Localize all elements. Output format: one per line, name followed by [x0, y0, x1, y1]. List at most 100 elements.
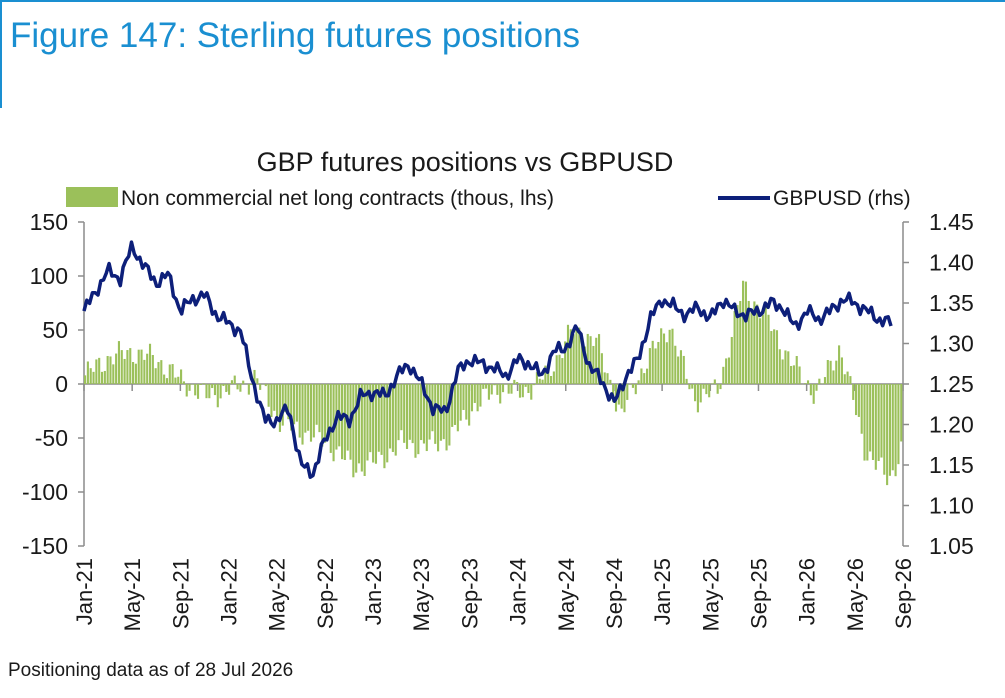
gbpusd-line [82, 240, 893, 479]
bar [476, 384, 479, 412]
bar [445, 384, 448, 451]
y-tick-label-right: 1.20 [929, 412, 974, 438]
bar [100, 371, 104, 384]
bar [533, 384, 536, 386]
bar [804, 383, 807, 384]
bar [363, 384, 366, 476]
bar [521, 384, 524, 398]
bar [753, 301, 756, 384]
bar [199, 384, 202, 385]
bar [829, 360, 832, 384]
bar [216, 384, 219, 408]
bar [95, 359, 98, 384]
bar [329, 384, 332, 453]
bar [154, 368, 157, 384]
bar [137, 349, 140, 384]
bar [758, 318, 762, 384]
bar [372, 384, 375, 463]
bar [730, 336, 733, 384]
bar [115, 353, 118, 384]
footnote: Positioning data as of 28 Jul 2026 [8, 660, 294, 681]
bar [400, 384, 403, 431]
bar [196, 384, 200, 399]
bar [442, 384, 445, 440]
y-tick-label-left: 50 [42, 317, 68, 343]
bar [626, 384, 629, 400]
bar [414, 384, 417, 458]
bar [710, 383, 714, 384]
bar [581, 344, 584, 384]
bar [394, 384, 397, 456]
bar [403, 384, 406, 443]
bar [665, 342, 668, 384]
bar [386, 384, 389, 463]
bar [437, 384, 440, 452]
bar [606, 373, 609, 384]
y-tick-label-right: 1.10 [929, 493, 974, 519]
x-tick-label: Jan-25 [650, 558, 675, 625]
bar [778, 349, 781, 384]
x-tick-label: Jan-23 [361, 558, 386, 625]
bar [160, 360, 163, 384]
bar [832, 370, 835, 384]
x-tick-label: May-21 [120, 558, 145, 631]
bar [679, 350, 683, 384]
bar [668, 329, 671, 384]
figure-border-top [0, 0, 1005, 2]
bar [513, 379, 516, 384]
bar [603, 372, 606, 384]
bar [417, 384, 420, 455]
bar [405, 384, 409, 449]
bar [846, 371, 849, 384]
bar [256, 378, 259, 384]
bar [312, 384, 315, 438]
bar [792, 365, 795, 384]
bar [459, 384, 462, 421]
bar [750, 309, 753, 384]
bar [781, 359, 784, 384]
bar [784, 350, 787, 384]
bar [357, 384, 361, 464]
legend-label-bars: Non commercial net long contracts (thous… [121, 187, 554, 210]
bar [171, 364, 174, 384]
bar [428, 384, 431, 440]
bar [92, 371, 95, 384]
bar [236, 384, 239, 390]
bar [742, 280, 745, 384]
x-tick-label: May-25 [698, 558, 723, 631]
bar [857, 384, 860, 417]
bar [126, 350, 129, 384]
bar [558, 354, 561, 384]
bar [383, 384, 386, 469]
bar [278, 384, 281, 432]
bar [736, 305, 739, 384]
bar [360, 384, 363, 472]
x-tick-label: Jan-21 [72, 558, 97, 625]
bar [595, 337, 598, 384]
bar [465, 384, 468, 420]
bar [374, 384, 378, 464]
bar [866, 384, 869, 461]
bar [123, 358, 126, 384]
bar [242, 380, 245, 384]
x-tick-label: Jan-26 [795, 558, 820, 625]
bar [561, 358, 564, 384]
y-tick-label-right: 1.25 [929, 371, 974, 397]
x-tick-label: Sep-25 [746, 558, 771, 629]
bar [733, 310, 736, 384]
y-tick-label-left: -100 [22, 479, 68, 505]
x-tick-label: Sep-24 [602, 558, 627, 629]
bar [129, 348, 132, 384]
bar [448, 384, 451, 446]
bar [496, 384, 499, 395]
bar [795, 356, 798, 384]
bar [120, 350, 123, 384]
bar [307, 384, 310, 431]
bar [869, 384, 872, 452]
bar [609, 379, 612, 384]
bar [301, 384, 304, 445]
bar [761, 314, 764, 384]
bar [482, 384, 485, 389]
bar [648, 348, 651, 384]
